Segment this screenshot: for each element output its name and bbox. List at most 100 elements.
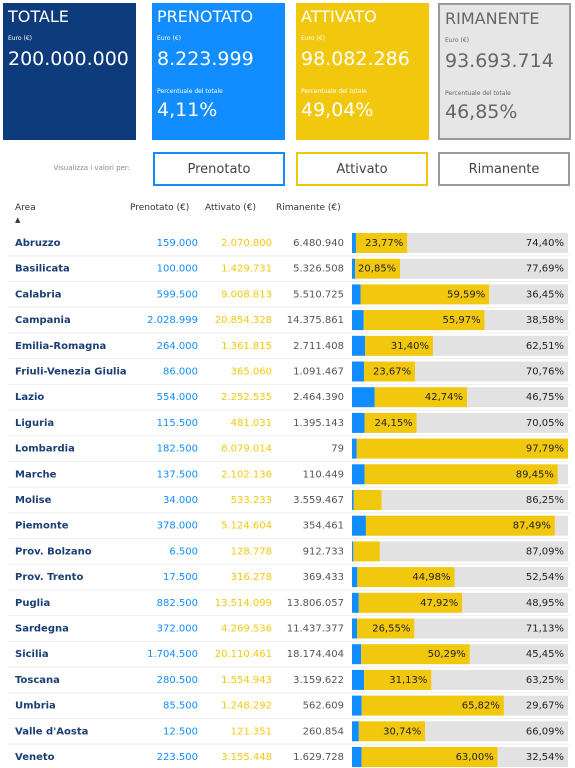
prenotato: 17.500 [163,572,198,583]
bar-label: 47,92% [420,598,458,609]
area: Prov. Trento [15,572,83,583]
prenotato: 159.000 [157,238,198,249]
attivato: 20.110.461 [215,649,272,660]
bar-label: 59,59% [447,289,485,300]
bar-label: 66,09% [526,726,564,737]
bar-label: 38,58% [526,315,564,326]
rimanente: 562.609 [303,701,344,712]
column-header[interactable]: Attivato (€) [205,203,257,213]
bar-attivato [374,387,468,408]
rimanente: 260.854 [303,726,344,737]
filter-button[interactable]: Prenotato [153,152,285,186]
area: Lazio [15,392,44,403]
rimanente: 5.510.725 [293,289,344,300]
area: Basilicata [15,264,70,275]
bar-attivato [364,412,417,433]
bar-attivato [357,618,415,639]
bar-rimanente [414,618,568,639]
card-title: TOTALE [8,7,69,26]
bar-label: 70,76% [526,367,564,378]
bar-prenotato [352,233,356,253]
area: Veneto [15,752,55,763]
bar-attivato [365,335,433,356]
bar-label: 31,40% [391,341,429,352]
prenotato: 12.500 [163,726,198,737]
bar-rimanente [489,284,568,305]
card-pct: 4,11% [157,99,218,121]
area: Sicilia [15,649,49,660]
bar-rimanente [469,644,568,665]
prenotato: 6.500 [169,546,198,557]
area: Liguria [15,418,54,429]
prenotato: 85.500 [163,701,198,712]
attivato: 481.031 [231,418,272,429]
attivato: 9.008.813 [221,289,272,300]
bar-prenotato [352,747,362,767]
card-rimanente: RIMANENTE Euro (€) 93.693.714 Percentual… [438,3,571,140]
bar-label: 52,54% [526,572,564,583]
filter-button[interactable]: Rimanente [438,152,570,186]
card-unit: Euro (€) [301,35,326,42]
bar-attivato [355,258,401,279]
bar-rimanente [407,233,568,253]
prenotato: 2.028.999 [147,315,198,326]
attivato: 13.514.099 [215,598,272,609]
prenotato: 264.000 [157,341,198,352]
bar-label: 77,69% [526,264,564,275]
area: Friuli-Venezia Giulia [15,367,127,378]
rimanente: 1.091.467 [293,367,344,378]
prenotato: 137.500 [157,469,198,480]
card-unit: Euro (€) [445,37,470,44]
rimanente: 2.711.408 [293,341,344,352]
attivato: 1.429.731 [221,264,272,275]
attivato: 4.269.536 [221,624,272,635]
prenotato: 34.000 [163,495,198,506]
rimanente: 2.464.390 [293,392,344,403]
bar-label: 44,98% [412,572,450,583]
bar-label: 62,51% [526,341,564,352]
bar-rimanente [554,515,568,536]
bar-prenotato [352,258,356,279]
rimanente: 18.174.404 [287,649,344,660]
bar-prenotato [352,490,354,510]
column-header[interactable]: Rimanente (€) [276,203,341,213]
bar-attivato [355,233,408,253]
filter-button[interactable]: Attivato [296,152,428,186]
prenotato: 599.500 [157,289,198,300]
bar-attivato [363,310,485,331]
bar-attivato [364,669,432,690]
bar-attivato [361,644,470,665]
area: Toscana [15,675,60,686]
bar-rimanente [400,258,568,279]
bar-prenotato [352,284,361,305]
bar-label: 65,82% [462,701,500,712]
rimanente: 3.559.467 [293,495,344,506]
card-unit: Euro (€) [8,35,33,42]
bar-rimanente [432,335,568,356]
attivato: 5.124.604 [221,521,272,532]
bar-label: 97,79% [526,444,564,455]
prenotato: 223.500 [157,752,198,763]
column-header[interactable]: Prenotato (€) [130,203,190,213]
area: Abruzzo [15,238,61,249]
attivato: 533.233 [231,495,272,506]
bar-attivato [353,541,380,562]
bar-label: 87,49% [513,521,551,532]
card-value: 200.000.000 [8,48,129,70]
column-header[interactable]: Area [15,203,36,213]
bar-label: 48,95% [526,598,564,609]
bar-rimanente [503,695,568,716]
rimanente: 3.159.622 [293,675,344,686]
bar-rimanente [454,567,568,588]
bar-label: 36,45% [526,289,564,300]
bar-prenotato [352,464,365,485]
filter-label: Visualizza i valori per: [53,164,130,172]
bar-attivato [361,747,498,767]
card-pct: 46,85% [445,101,518,123]
bar-prenotato [352,567,358,588]
area: Umbria [15,701,56,712]
attivato: 2.252.535 [221,392,272,403]
bar-rimanente [425,721,568,742]
bar-rimanente [467,387,568,408]
bar-label: 55,97% [443,315,481,326]
